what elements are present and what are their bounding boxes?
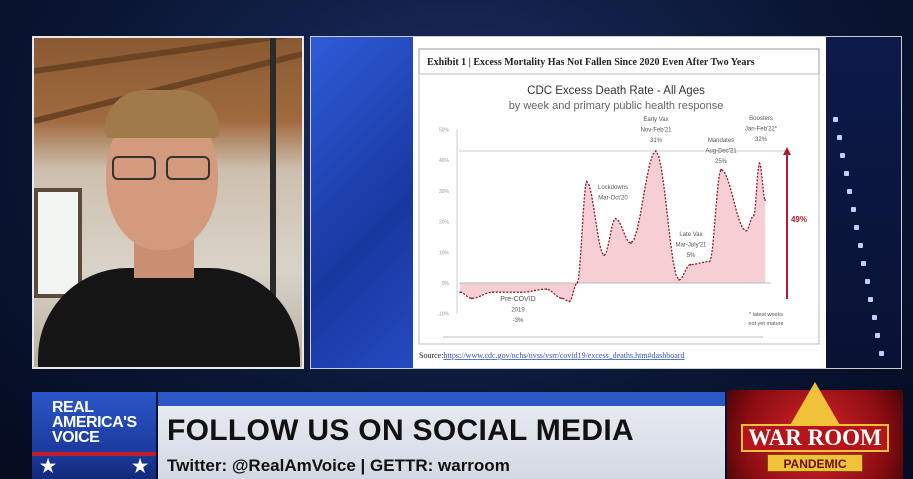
light-dot xyxy=(878,351,884,356)
data-point xyxy=(678,279,680,281)
annotation-label: Boosters xyxy=(749,116,773,122)
data-point xyxy=(745,230,747,232)
logo-title: WAR ROOM xyxy=(741,424,889,452)
annotation-label: 31% xyxy=(650,138,663,144)
data-point xyxy=(689,263,692,266)
data-point xyxy=(576,282,578,284)
chart-subtitle: by week and primary public health respon… xyxy=(509,100,724,112)
logo-subtitle: PANDEMIC xyxy=(767,454,863,472)
annotation-label: 25% xyxy=(715,159,728,165)
graphic-panel: Exhibit 1 | Excess Mortality Has Not Fal… xyxy=(310,36,902,369)
light-dot xyxy=(847,189,852,194)
data-point xyxy=(491,291,494,294)
data-point xyxy=(585,180,588,183)
light-dot xyxy=(850,207,856,212)
exhibit-document: Exhibit 1 | Excess Mortality Has Not Fal… xyxy=(413,37,826,368)
data-point xyxy=(764,199,767,201)
logo-text: AMERICA'S xyxy=(52,414,137,431)
data-point xyxy=(630,242,632,244)
guest-video-feed xyxy=(32,36,304,369)
data-point xyxy=(459,291,461,294)
data-point xyxy=(561,297,563,300)
dots-backdrop xyxy=(823,37,901,368)
data-point xyxy=(568,300,571,303)
annotation-label: 5% xyxy=(687,253,696,259)
light-dot xyxy=(836,135,842,140)
annotation-label: Pre-COVID xyxy=(500,296,535,303)
data-point xyxy=(655,150,657,152)
light-dot xyxy=(871,315,877,320)
y-tick-label: -10% xyxy=(437,312,449,318)
annotation-label: Early Vax xyxy=(643,117,668,123)
real-americas-voice-logo: REAL AMERICA'S VOICE ★ ★ xyxy=(32,392,156,479)
social-media-banner: FOLLOW US ON SOCIAL MEDIA Twitter: @Real… xyxy=(158,392,725,479)
light-dot xyxy=(854,225,859,230)
y-tick-label: 0% xyxy=(442,281,450,287)
annotation-label: Mar-Oct'20 xyxy=(598,196,628,202)
arrow-head-icon xyxy=(783,147,791,155)
stars-backdrop xyxy=(311,37,413,368)
data-point xyxy=(520,291,523,294)
banner-headline: FOLLOW US ON SOCIAL MEDIA xyxy=(167,414,634,447)
light-dot xyxy=(868,297,873,302)
data-point xyxy=(603,254,605,257)
footnote: not yet mature xyxy=(748,321,783,327)
star-icon: ★ xyxy=(40,456,57,476)
annotation-label: Late Vax xyxy=(679,232,702,238)
annotation-label: Mandates xyxy=(708,138,734,144)
data-point xyxy=(470,297,473,300)
light-dot xyxy=(875,333,880,338)
annotation-label: Aug-Dec'21 xyxy=(705,149,737,155)
star-icon: ★ xyxy=(132,456,149,476)
lower-third-banner: REAL AMERICA'S VOICE ★ ★ FOLLOW US ON SO… xyxy=(30,382,903,479)
logo-text: REAL xyxy=(52,399,94,416)
exhibit-title: Exhibit 1 | Excess Mortality Has Not Fal… xyxy=(427,57,755,68)
annotation-label: 32% xyxy=(755,137,768,143)
logo-text: VOICE xyxy=(52,429,100,446)
light-dot xyxy=(840,153,845,158)
y-tick-label: 20% xyxy=(439,220,450,226)
banner-subline: Twitter: @RealAmVoice | GETTR: warroom xyxy=(167,456,510,475)
light-dot xyxy=(857,243,863,248)
y-tick-label: 50% xyxy=(439,128,450,134)
light-dot xyxy=(843,171,849,176)
glasses-icon xyxy=(112,156,212,182)
annotation-label: Mar-July'21 xyxy=(676,243,707,249)
chart-title: CDC Excess Death Rate - All Ages xyxy=(527,85,705,97)
footnote: * latest weeks xyxy=(749,312,783,318)
light-dot xyxy=(861,261,866,266)
annotation-label: Nov-Feb'21 xyxy=(641,128,672,134)
annotation-label: -3% xyxy=(513,318,524,324)
data-point xyxy=(758,162,761,165)
source-label: Source: xyxy=(419,351,443,360)
window xyxy=(34,188,82,298)
data-point xyxy=(752,214,755,217)
y-tick-label: 30% xyxy=(439,189,450,195)
war-room-pandemic-logo: WAR ROOM PANDEMIC xyxy=(727,382,903,479)
y-tick-label: 40% xyxy=(439,158,450,164)
annotation-label: Lockdowns xyxy=(598,185,628,191)
data-point xyxy=(708,260,711,263)
source-link[interactable]: https://www.cdc.gov/nchs/nvss/vsrr/covid… xyxy=(443,351,684,360)
data-point xyxy=(614,217,617,220)
data-point xyxy=(720,168,722,171)
light-dot xyxy=(864,279,870,284)
chart: Exhibit 1 | Excess Mortality Has Not Fal… xyxy=(418,48,820,360)
guest-person xyxy=(38,268,300,367)
data-point xyxy=(545,288,548,290)
annotation-label: 2019 xyxy=(511,308,525,314)
arrow-label: 49% xyxy=(791,215,807,224)
svg-text:Source:https://www.cdc.gov/nch: Source:https://www.cdc.gov/nchs/nvss/vsr… xyxy=(419,351,684,360)
y-tick-label: 10% xyxy=(439,250,450,256)
area-fill xyxy=(460,151,766,302)
annotation-label: Jan-Feb'22* xyxy=(745,127,778,133)
light-dot xyxy=(833,117,838,122)
